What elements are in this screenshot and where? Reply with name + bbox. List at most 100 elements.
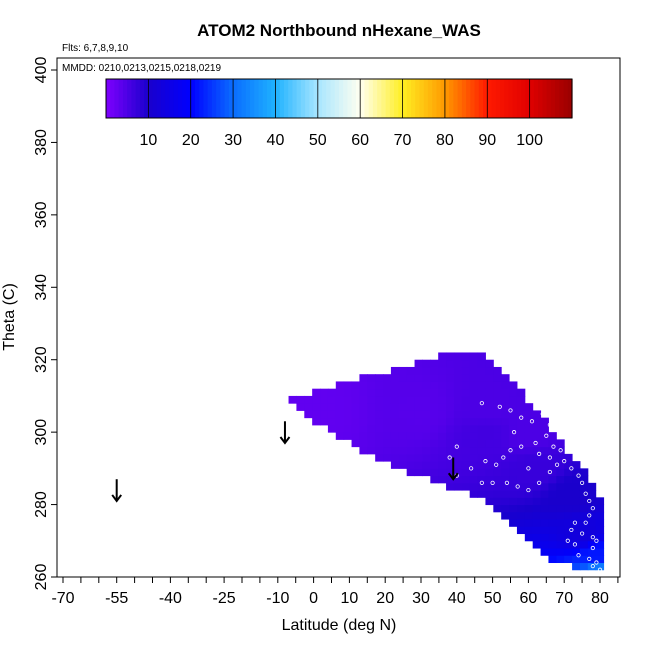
- heatmap-cell: [312, 403, 321, 411]
- colorbar-segment: [271, 79, 277, 118]
- heatmap-cell: [564, 490, 573, 498]
- heatmap-cell: [548, 432, 557, 440]
- heatmap-cell: [477, 403, 486, 411]
- heatmap-field: [288, 352, 605, 571]
- x-tick-label: 60: [520, 590, 538, 607]
- heatmap-cell: [422, 432, 431, 440]
- down-arrow-icon: [279, 421, 291, 445]
- colorbar-segment: [483, 79, 488, 118]
- sample-point: [533, 440, 538, 446]
- heatmap-cell: [446, 446, 455, 455]
- heatmap-cell: [572, 562, 581, 571]
- heatmap-cell: [446, 453, 455, 462]
- heatmap-cell: [587, 490, 597, 498]
- heatmap-cell: [446, 461, 455, 469]
- colorbar-segment: [190, 79, 196, 118]
- heatmap-cell: [501, 475, 510, 484]
- heatmap-cell: [406, 374, 416, 382]
- arrow-markers: [111, 421, 459, 503]
- colorbar-tick-label: 80: [436, 132, 454, 149]
- heatmap-cell: [556, 526, 565, 535]
- heatmap-cell: [461, 403, 471, 411]
- heatmap-cell: [532, 490, 542, 498]
- heatmap-cell: [446, 432, 455, 440]
- heatmap-cell: [327, 388, 337, 397]
- colorbar-segment: [182, 79, 188, 118]
- heatmap-cell: [501, 381, 510, 390]
- heatmap-cell: [564, 504, 573, 513]
- heatmap-cell: [564, 475, 573, 484]
- heatmap-cell: [446, 475, 455, 484]
- sample-point: [590, 506, 595, 511]
- heatmap-cell: [469, 366, 479, 375]
- heatmap-cell: [595, 533, 605, 542]
- heatmap-cell: [556, 490, 565, 498]
- heatmap-cell: [516, 497, 526, 506]
- heatmap-cell: [587, 519, 597, 527]
- heatmap-cell: [509, 453, 518, 462]
- heatmap-cell: [469, 424, 479, 433]
- heatmap-cell: [438, 461, 447, 469]
- colorbar-segment: [381, 79, 387, 118]
- heatmap-cell: [524, 475, 534, 484]
- heatmap-cell: [390, 446, 400, 455]
- heatmap-cell: [390, 374, 400, 382]
- heatmap-cell: [556, 461, 565, 469]
- heatmap-cell: [375, 395, 384, 404]
- heatmap-cell: [375, 403, 384, 411]
- colorbar-segment: [233, 79, 238, 118]
- colorbar-segment: [207, 79, 213, 118]
- heatmap-cell: [469, 475, 479, 484]
- heatmap-cell: [461, 461, 471, 469]
- heatmap-cell: [383, 410, 392, 419]
- heatmap-cell: [414, 403, 423, 411]
- heatmap-cell: [335, 424, 345, 433]
- heatmap-cell: [524, 446, 534, 455]
- heatmap-cell: [524, 432, 534, 440]
- heatmap-cell: [524, 511, 534, 520]
- heatmap-cell: [359, 417, 368, 426]
- arrow-head: [279, 436, 291, 445]
- arrow-head: [111, 494, 122, 503]
- heatmap-cell: [548, 533, 557, 542]
- heatmap-cell: [587, 511, 597, 520]
- heatmap-cell: [351, 417, 360, 426]
- heatmap-cell: [572, 468, 581, 477]
- x-tick-label: -70: [51, 590, 74, 607]
- heatmap-cell: [398, 453, 408, 462]
- colorbar-segment: [139, 79, 145, 118]
- sample-point: [526, 466, 531, 471]
- heatmap-cell: [540, 475, 549, 484]
- colorbar-segment: [254, 79, 260, 118]
- heatmap-cell: [477, 482, 486, 491]
- heatmap-cell: [453, 374, 463, 382]
- heatmap-cell: [509, 410, 518, 419]
- heatmap-cell: [430, 374, 439, 382]
- heatmap-cell: [335, 432, 345, 440]
- sample-point: [572, 542, 578, 547]
- colorbar-segment: [228, 79, 234, 118]
- heatmap-cell: [414, 468, 423, 477]
- heatmap-cell: [438, 417, 447, 426]
- x-axis-label: Latitude (deg N): [282, 617, 397, 634]
- heatmap-cell: [461, 446, 471, 455]
- heatmap-cell: [509, 482, 518, 491]
- heatmap-cell: [572, 533, 581, 542]
- colorbar-segment: [292, 79, 298, 118]
- heatmap-cell: [485, 424, 494, 433]
- heatmap-cell: [516, 526, 526, 535]
- heatmap-cell: [446, 381, 455, 390]
- colorbar-segment: [389, 79, 395, 118]
- heatmap-cell: [422, 461, 431, 469]
- heatmap-cell: [556, 475, 565, 484]
- heatmap-cell: [556, 540, 565, 549]
- colorbar-segment: [495, 79, 501, 118]
- heatmap-cell: [540, 526, 549, 535]
- heatmap-cell: [595, 497, 605, 506]
- heatmap-cell: [501, 417, 510, 426]
- heatmap-cell: [587, 482, 597, 491]
- heatmap-cell: [516, 424, 526, 433]
- heatmap-cell: [367, 446, 376, 455]
- heatmap-cell: [438, 352, 447, 361]
- heatmap-cell: [367, 403, 376, 411]
